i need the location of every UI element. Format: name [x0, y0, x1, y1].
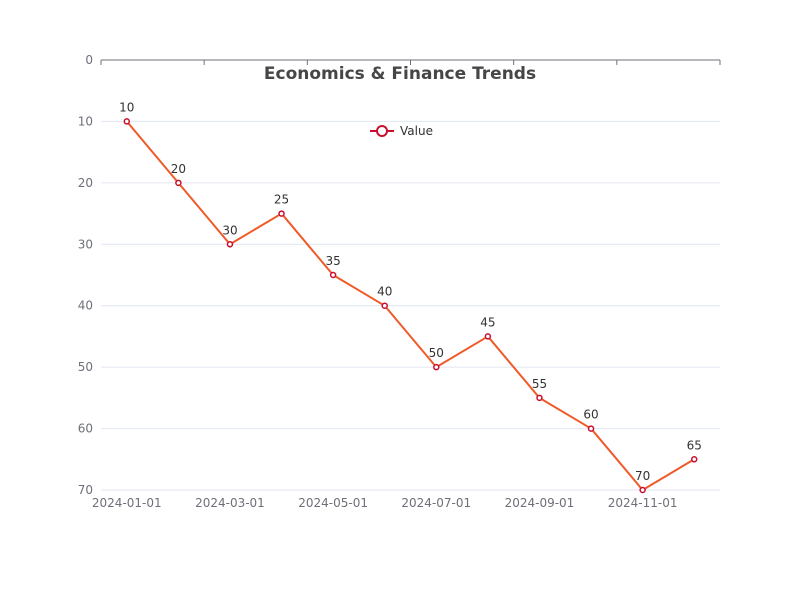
data-label: 65	[687, 438, 702, 452]
data-point	[329, 271, 337, 279]
data-label: 35	[325, 254, 340, 268]
data-label: 40	[377, 285, 392, 299]
data-point	[226, 241, 234, 248]
y-tick-label: 60	[78, 422, 93, 436]
legend-marker-icon	[376, 125, 388, 137]
data-label: 20	[171, 162, 186, 176]
data-point	[433, 363, 440, 371]
legend[interactable]: Value	[370, 124, 433, 138]
data-label: 30	[222, 223, 237, 237]
y-tick-label: 10	[78, 114, 93, 128]
data-point	[639, 486, 646, 494]
y-axis: 0 10 20 30 40 50 60 70	[78, 53, 93, 497]
data-label: 45	[480, 315, 495, 329]
data-label: 70	[635, 469, 650, 483]
data-label: 25	[274, 193, 289, 207]
y-tick-label: 50	[78, 360, 93, 374]
data-point	[587, 425, 595, 432]
x-tick-label: 2024-09-01	[505, 496, 575, 510]
data-label: 55	[532, 377, 547, 391]
x-tick-label: 2024-05-01	[298, 496, 368, 510]
data-point	[381, 302, 388, 309]
x-tick-label: 2024-03-01	[195, 496, 265, 510]
data-label: 50	[429, 346, 444, 360]
series-line	[126, 120, 695, 491]
data-point	[484, 333, 492, 340]
x-tick-label: 2024-01-01	[92, 496, 162, 510]
data-point	[690, 456, 698, 463]
series-value: 10 20 30 25 35 40 50 45 55 60 70 65	[119, 100, 702, 494]
data-point	[536, 394, 543, 402]
x-axis: 2024-01-01 2024-03-01 2024-05-01 2024-07-01…	[92, 59, 721, 510]
data-label: 10	[119, 100, 134, 114]
data-point	[123, 118, 131, 125]
data-point	[175, 179, 182, 187]
y-tick-label: 40	[78, 299, 93, 313]
y-tick-label: 20	[78, 176, 93, 190]
y-tick-label: 70	[78, 483, 93, 497]
grid-lines	[101, 120, 720, 491]
x-tick-label: 2024-11-01	[608, 496, 678, 510]
data-label: 60	[583, 408, 598, 422]
y-tick-label: 0	[85, 53, 93, 67]
x-tick-label: 2024-07-01	[401, 496, 471, 510]
chart-title: Economics & Finance Trends	[264, 64, 536, 84]
data-point	[278, 210, 285, 217]
legend-label: Value	[400, 124, 433, 138]
y-tick-label: 30	[78, 237, 93, 251]
